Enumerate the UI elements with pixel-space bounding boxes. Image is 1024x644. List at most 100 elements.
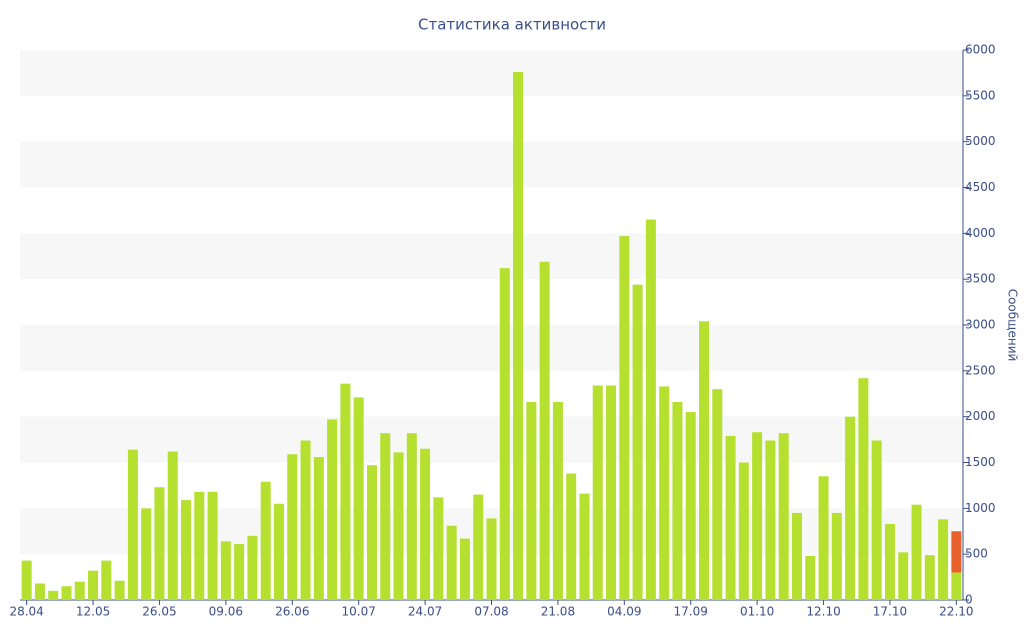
bar [327, 419, 338, 600]
y-tick-label: 4000 [965, 226, 996, 240]
y-tick-label: 3500 [965, 272, 996, 286]
bar [606, 385, 617, 600]
y-tick-label: 2500 [965, 363, 996, 377]
bar [340, 383, 351, 600]
bar [21, 560, 32, 600]
bar [871, 440, 882, 600]
x-tick-label: 22.10 [939, 605, 973, 619]
bar [858, 378, 869, 600]
bar [685, 412, 696, 600]
bar [539, 261, 550, 600]
bar [951, 572, 962, 600]
bar [951, 531, 962, 573]
grid-band [20, 50, 963, 96]
bar [579, 493, 590, 600]
bar [818, 476, 829, 600]
bar [459, 538, 470, 600]
x-tick-label: 12.10 [806, 605, 840, 619]
bar [273, 503, 284, 600]
grid-band [20, 141, 963, 188]
bar [699, 321, 710, 600]
bar [938, 519, 949, 600]
bar [592, 385, 603, 600]
bar [74, 581, 85, 600]
bar [672, 402, 683, 600]
bar [632, 284, 643, 600]
bar [486, 518, 497, 600]
bar [194, 491, 205, 600]
grid-band [20, 325, 963, 371]
bar [659, 386, 670, 600]
bar [101, 560, 112, 600]
bar [393, 452, 404, 600]
x-tick-label: 12.05 [76, 605, 110, 619]
bar [313, 457, 324, 600]
bar [61, 586, 72, 600]
y-tick-label: 4500 [965, 180, 996, 194]
y-tick-label: 1000 [965, 501, 996, 515]
bar [234, 544, 245, 600]
bar [181, 500, 192, 600]
bar [433, 497, 444, 600]
x-tick-label: 10.07 [342, 605, 376, 619]
x-tick-label: 01.10 [740, 605, 774, 619]
bar [924, 555, 935, 600]
bar [34, 583, 45, 600]
bar [712, 389, 723, 600]
y-tick-label: 6000 [965, 43, 996, 57]
bar [380, 433, 391, 600]
bar [154, 487, 165, 600]
bar [911, 504, 922, 600]
x-tick-label: 07.08 [474, 605, 508, 619]
bar [300, 440, 311, 600]
y-tick-label: 0 [965, 593, 973, 607]
bar [406, 433, 417, 600]
y-tick-label: 500 [965, 547, 988, 561]
bar [366, 465, 377, 600]
bar [619, 236, 630, 601]
x-tick-label: 21.08 [541, 605, 575, 619]
x-tick-label: 09.06 [209, 605, 243, 619]
bar [884, 523, 895, 600]
bar [552, 402, 563, 600]
y-tick-label: 1500 [965, 455, 996, 469]
x-tick-label: 24.07 [408, 605, 442, 619]
bar [247, 535, 258, 600]
chart-title: Статистика активности [418, 16, 606, 34]
bar [141, 508, 152, 600]
x-tick-label: 26.05 [142, 605, 176, 619]
bar [778, 433, 789, 600]
x-tick-label: 26.06 [275, 605, 309, 619]
grid-band [20, 416, 963, 463]
bar [220, 541, 231, 600]
y-tick-label: 5500 [965, 88, 996, 102]
bar [499, 268, 510, 600]
bar [805, 556, 816, 600]
bar [845, 416, 856, 600]
bar [645, 219, 656, 601]
y-tick-label: 2000 [965, 409, 996, 423]
bar [353, 397, 364, 600]
bar [446, 525, 457, 600]
bar [791, 512, 802, 600]
bar [114, 580, 125, 600]
x-tick-label: 04.09 [607, 605, 641, 619]
bar [566, 473, 577, 600]
bar [725, 435, 736, 600]
bar [898, 552, 909, 600]
bar [207, 491, 218, 600]
bar [473, 494, 484, 600]
bar [831, 512, 842, 600]
bar [260, 481, 271, 600]
y-tick-label: 5000 [965, 134, 996, 148]
bar [88, 570, 99, 600]
bar [738, 462, 749, 600]
x-tick-label: 17.10 [873, 605, 907, 619]
bar [420, 448, 431, 600]
bar [167, 451, 178, 600]
bar [48, 590, 59, 600]
bar [765, 440, 776, 600]
grid-band [20, 233, 963, 280]
x-tick-label: 17.09 [674, 605, 708, 619]
